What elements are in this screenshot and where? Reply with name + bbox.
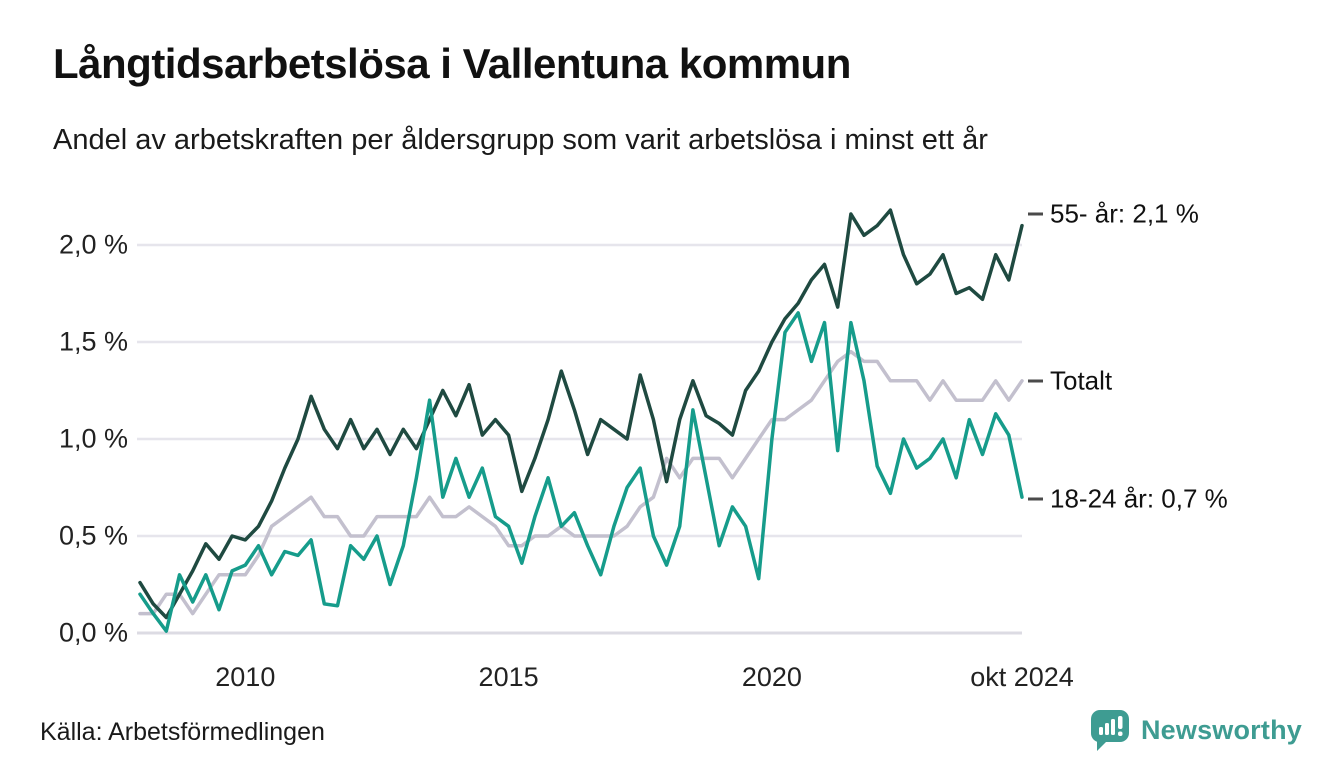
y-tick-label: 2,0 % xyxy=(58,229,128,260)
newsworthy-wordmark: Newsworthy xyxy=(1140,714,1302,745)
annotation-label: Totalt xyxy=(1050,365,1113,396)
x-tick-label: okt 2024 xyxy=(970,662,1074,692)
series-line-18-24-r xyxy=(138,311,1024,633)
newsworthy-bubble-chart-icon xyxy=(1090,710,1129,751)
chart-title: Långtidsarbetslösa i Vallentuna kommun xyxy=(53,40,851,87)
y-tick-label: 1,5 % xyxy=(58,326,128,357)
y-tick-label: 0,0 % xyxy=(58,617,128,648)
x-tick-label: 2015 xyxy=(478,662,539,692)
annotation-leader-dash xyxy=(1028,212,1043,216)
series-line-55-r xyxy=(138,208,1024,620)
annotation-label: 18-24 år: 0,7 % xyxy=(1050,483,1228,514)
x-tick-label: 2020 xyxy=(741,662,802,692)
x-tick-label: 2010 xyxy=(215,662,276,692)
y-tick-label: 1,0 % xyxy=(58,423,128,454)
chart-subtitle: Andel av arbetskraften per åldersgrupp s… xyxy=(53,124,988,156)
series-annotation: Totalt xyxy=(1028,365,1112,396)
series-annotation: 55- år: 2,1 % xyxy=(1028,198,1199,229)
series-annotation: 18-24 år: 0,7 % xyxy=(1028,484,1228,515)
annotation-label: 55- år: 2,1 % xyxy=(1050,198,1199,229)
y-tick-label: 0,5 % xyxy=(58,520,128,551)
annotation-leader-dash xyxy=(1028,379,1043,383)
source-note: Källa: Arbetsförmedlingen xyxy=(40,718,325,746)
annotation-leader-dash xyxy=(1028,497,1043,501)
series-line-totalt xyxy=(138,349,1024,616)
newsworthy-logo: Newsworthy xyxy=(1089,708,1302,752)
